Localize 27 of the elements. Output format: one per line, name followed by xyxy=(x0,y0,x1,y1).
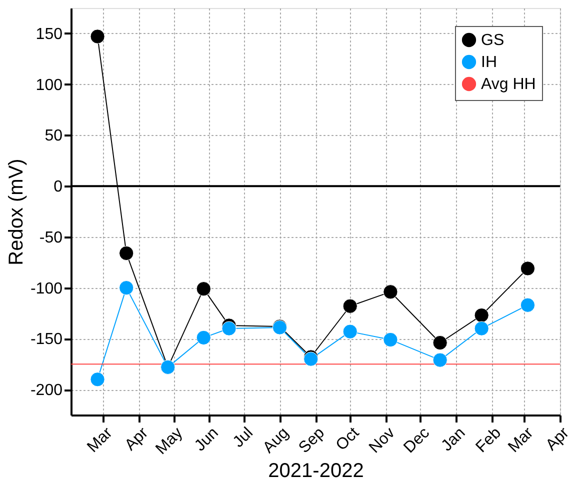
x-tick-label: Apr xyxy=(122,424,152,454)
y-tick-label: -100 xyxy=(30,280,63,298)
x-tick-label: May xyxy=(152,424,186,458)
x-tick-label: Aug xyxy=(260,424,292,457)
x-axis-title: 2021-2022 xyxy=(268,460,364,482)
x-tick-label: Jan xyxy=(438,424,469,455)
y-tick-label: -150 xyxy=(30,331,63,348)
y-tick-label: -50 xyxy=(39,229,63,246)
x-tick-label: Oct xyxy=(333,424,364,454)
x-tick-label: Jul xyxy=(230,424,257,451)
x-tick-label: Jun xyxy=(192,424,222,455)
legend-label: IH xyxy=(481,54,497,71)
x-tick-label: Mar xyxy=(505,424,538,456)
y-axis-title: Redox (mV) xyxy=(5,158,28,266)
y-tick-label: 0 xyxy=(54,178,63,196)
x-tick-label: Feb xyxy=(472,424,505,456)
x-tick-label: Sep xyxy=(296,424,328,457)
y-tick-label: 50 xyxy=(44,128,63,145)
y-tick-label: 100 xyxy=(36,76,63,94)
y-tick-label: 150 xyxy=(36,26,63,43)
x-tick-label: Nov xyxy=(366,424,398,457)
x-tick-label: Dec xyxy=(400,424,433,457)
legend-label: GS xyxy=(481,32,504,49)
legend-label: Avg HH xyxy=(481,76,536,93)
y-tick-label: -200 xyxy=(30,382,63,400)
x-tick-label: Mar xyxy=(84,424,116,456)
x-tick-label: Apr xyxy=(542,424,573,454)
